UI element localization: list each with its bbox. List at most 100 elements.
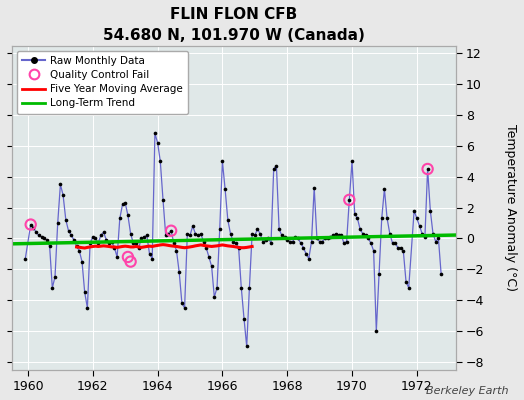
Point [315,238,324,245]
Point [261,237,270,243]
Point [272,163,281,169]
Point [86,240,94,246]
Point [196,231,205,237]
Point [337,232,345,238]
Point [375,271,383,277]
Point [275,226,283,232]
Point [248,231,256,237]
Point [307,238,315,245]
Point [340,240,348,246]
Point [253,226,261,232]
Text: Berkeley Earth: Berkeley Earth [426,386,508,396]
Point [56,181,64,188]
Point [89,234,97,240]
Point [172,248,181,254]
Point [189,223,197,229]
Point [326,234,335,240]
Point [72,243,81,249]
Point [118,201,127,208]
Point [332,231,340,237]
Point [318,238,326,245]
Point [75,248,83,254]
Point [164,231,172,237]
Point [140,234,148,240]
Point [126,231,135,237]
Point [410,208,418,214]
Point [53,220,62,226]
Point [367,240,375,246]
Point [358,231,367,237]
Point [151,130,159,137]
Point [402,278,410,285]
Point [29,224,38,231]
Point [180,305,189,311]
Point [116,215,124,222]
Point [269,166,278,172]
Point [83,305,92,311]
Point [97,232,105,238]
Point [27,221,35,228]
Point [334,232,343,238]
Point [394,244,402,251]
Point [418,231,427,237]
Point [412,215,421,222]
Point [351,210,359,217]
Point [27,221,35,228]
Point [205,254,213,260]
Point [323,235,332,242]
Point [405,285,413,291]
Point [250,232,259,238]
Point [64,228,73,234]
Point [67,232,75,238]
Point [229,238,237,245]
Point [278,232,286,238]
Point [399,248,408,254]
Point [126,258,135,265]
Point [167,228,176,234]
Point [243,343,251,350]
Point [288,238,297,245]
Point [386,231,394,237]
Point [313,235,321,242]
Point [59,192,67,198]
Point [345,197,354,203]
Point [135,244,143,251]
Point [218,158,226,164]
Point [286,238,294,245]
Point [105,240,113,246]
Point [304,255,313,262]
Point [46,243,54,249]
Point [234,244,243,251]
Point [283,237,291,243]
Point [167,228,176,234]
Point [175,269,183,276]
Point [353,215,362,222]
Point [302,251,310,257]
Point [245,285,254,291]
Point [256,231,265,237]
Point [215,226,224,232]
Point [37,234,46,240]
Point [388,240,397,246]
Point [342,238,351,245]
Point [210,294,219,300]
Point [377,215,386,222]
Point [208,263,216,270]
Point [113,254,121,260]
Point [431,238,440,245]
Point [40,235,48,242]
Point [132,240,140,246]
Point [100,229,108,236]
Point [78,258,86,265]
Point [32,229,40,236]
Point [178,300,186,306]
Point [124,254,132,260]
Point [221,186,230,192]
Point [267,240,275,246]
Point [35,232,43,238]
Point [437,271,445,277]
Point [21,255,29,262]
Point [421,234,429,240]
Point [202,244,211,251]
Point [372,328,380,334]
